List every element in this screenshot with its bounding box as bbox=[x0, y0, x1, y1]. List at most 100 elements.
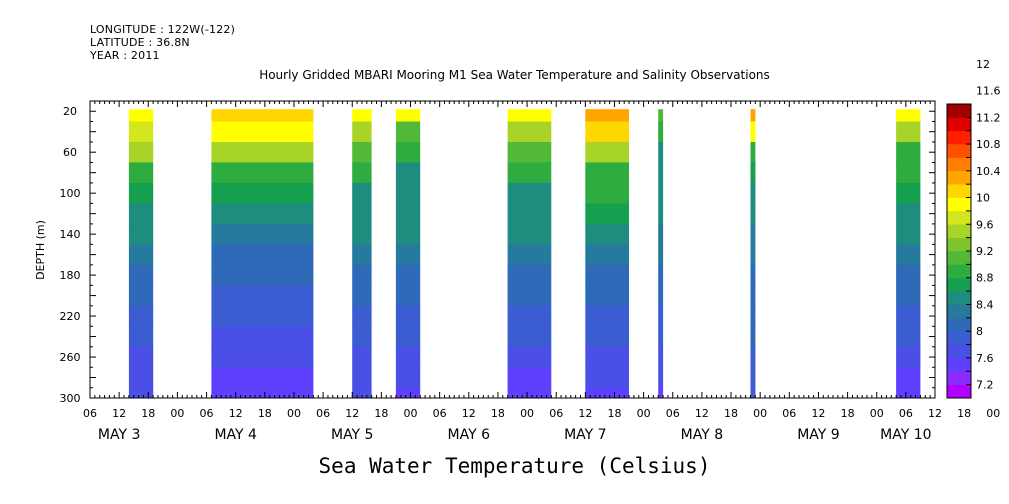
heatmap-cell bbox=[128, 346, 154, 368]
heatmap-cell bbox=[128, 109, 154, 122]
colorbar-swatch bbox=[947, 357, 971, 372]
colorbar-swatch bbox=[947, 237, 971, 252]
x-hour-label: 18 bbox=[607, 407, 621, 420]
x-hour-label: 00 bbox=[404, 407, 418, 420]
x-axis-day-labels: MAY 3 MAY 4 MAY 5 MAY 6 MAY 7 MAY 8 MAY 9 MAY 1… bbox=[98, 427, 932, 443]
heatmap-cell bbox=[395, 244, 421, 266]
colorbar-swatch bbox=[947, 104, 971, 118]
heatmap-cell bbox=[658, 326, 664, 348]
heatmap-cell bbox=[507, 387, 552, 399]
heatmap-cell bbox=[395, 182, 421, 204]
x-day-label: MAY 9 bbox=[797, 427, 839, 443]
heatmap-cell bbox=[750, 109, 756, 122]
heatmap-cell bbox=[211, 223, 314, 245]
heatmap-cell bbox=[395, 346, 421, 368]
heatmap-cell bbox=[896, 387, 921, 399]
heatmap-cell bbox=[395, 223, 421, 245]
colorbar-swatch bbox=[947, 371, 971, 385]
x-hour-label: 00 bbox=[287, 407, 301, 420]
y-tick-label: 20 bbox=[63, 105, 77, 118]
x-day-label: MAY 4 bbox=[214, 427, 257, 443]
heatmap-cell bbox=[507, 305, 552, 327]
heatmap-cell bbox=[211, 162, 314, 184]
x-hour-label: 12 bbox=[112, 407, 126, 420]
colorbar-swatch bbox=[947, 224, 971, 238]
x-hour-label: 18 bbox=[724, 407, 738, 420]
heatmap-cell bbox=[750, 182, 756, 204]
heatmap-cell bbox=[750, 142, 756, 163]
heatmap-cell bbox=[585, 264, 629, 286]
heatmap-cell bbox=[896, 142, 921, 163]
heatmap-cell bbox=[658, 109, 664, 122]
heatmap-cell bbox=[750, 387, 756, 399]
heatmap-cell bbox=[658, 285, 664, 307]
heatmap-cell bbox=[395, 264, 421, 286]
heatmap-cell bbox=[896, 162, 921, 184]
x-day-label: MAY 6 bbox=[448, 427, 491, 443]
heatmap-cell bbox=[352, 285, 372, 307]
y-tick-label: 300 bbox=[60, 392, 81, 405]
colorbar-swatch bbox=[947, 384, 971, 399]
heatmap-cell bbox=[128, 142, 154, 163]
x-hour-label: 12 bbox=[462, 407, 476, 420]
heatmap-cell bbox=[750, 346, 756, 368]
heatmap-cell bbox=[896, 367, 921, 389]
colorbar-swatch bbox=[947, 344, 971, 359]
heatmap-cell bbox=[211, 326, 314, 348]
heatmap-cell bbox=[507, 326, 552, 348]
x-hour-label: 00 bbox=[637, 407, 651, 420]
x-hour-label: 06 bbox=[549, 407, 563, 420]
heatmap-cell bbox=[750, 223, 756, 245]
x-hour-label: 18 bbox=[957, 407, 971, 420]
heatmap-cell bbox=[211, 264, 314, 286]
heatmap-cell bbox=[896, 326, 921, 348]
colorbar-labels: 7.2 7.6 8 8.4 8.8 9.2 9.6 10 10.4 10.8 11.2 11.6 12 bbox=[976, 58, 1001, 392]
heatmap-cell bbox=[395, 285, 421, 307]
heatmap-cell bbox=[395, 162, 421, 184]
heatmap-cell bbox=[211, 305, 314, 327]
colorbar-title: Sea Water Temperature (Celsius) bbox=[318, 454, 711, 478]
heatmap-cell bbox=[750, 244, 756, 266]
heatmap-cell bbox=[395, 367, 421, 389]
heatmap-cell bbox=[352, 367, 372, 389]
heatmap-cell bbox=[352, 387, 372, 399]
year-label: YEAR : 2011 bbox=[90, 49, 160, 62]
heatmap-cell bbox=[211, 244, 314, 266]
colorbar-swatch bbox=[947, 331, 971, 345]
colorbar-swatch bbox=[947, 264, 971, 279]
x-hour-label: 12 bbox=[229, 407, 243, 420]
colorbar-swatch bbox=[947, 130, 971, 145]
heatmap-cell bbox=[896, 244, 921, 266]
heatmap-cell bbox=[395, 142, 421, 163]
heatmap-cell bbox=[750, 162, 756, 184]
x-hour-label: 18 bbox=[491, 407, 505, 420]
colorbar-swatch bbox=[947, 291, 971, 305]
colorbar-label: 11.2 bbox=[976, 111, 1001, 124]
heatmap-cell bbox=[395, 203, 421, 225]
heatmap-cell bbox=[211, 203, 314, 225]
y-tick-label: 100 bbox=[60, 187, 81, 200]
y-tick-label: 140 bbox=[60, 228, 81, 241]
heatmap-cell bbox=[128, 367, 154, 389]
heatmap-cell bbox=[896, 182, 921, 204]
heatmap-cell bbox=[896, 109, 921, 122]
heatmap-cell bbox=[658, 346, 664, 368]
x-hour-label: 06 bbox=[200, 407, 214, 420]
heatmap-cell bbox=[585, 109, 629, 122]
heatmap-cell bbox=[507, 203, 552, 225]
heatmap-cell bbox=[352, 109, 372, 122]
colorbar-label: 8 bbox=[976, 325, 983, 338]
colorbar-label: 8.4 bbox=[976, 299, 994, 312]
heatmap-cell bbox=[395, 305, 421, 327]
heatmap-cell bbox=[585, 244, 629, 266]
colorbar-swatch bbox=[947, 277, 971, 292]
colorbar-swatch bbox=[947, 304, 971, 319]
heatmap-cell bbox=[128, 285, 154, 307]
x-day-label: MAY 8 bbox=[681, 427, 723, 443]
heatmap-cell bbox=[750, 305, 756, 327]
heatmap-cell bbox=[211, 121, 314, 143]
colorbar-swatch bbox=[947, 251, 971, 265]
heatmap-cell bbox=[658, 244, 664, 266]
colorbar-label: 10 bbox=[976, 192, 990, 205]
